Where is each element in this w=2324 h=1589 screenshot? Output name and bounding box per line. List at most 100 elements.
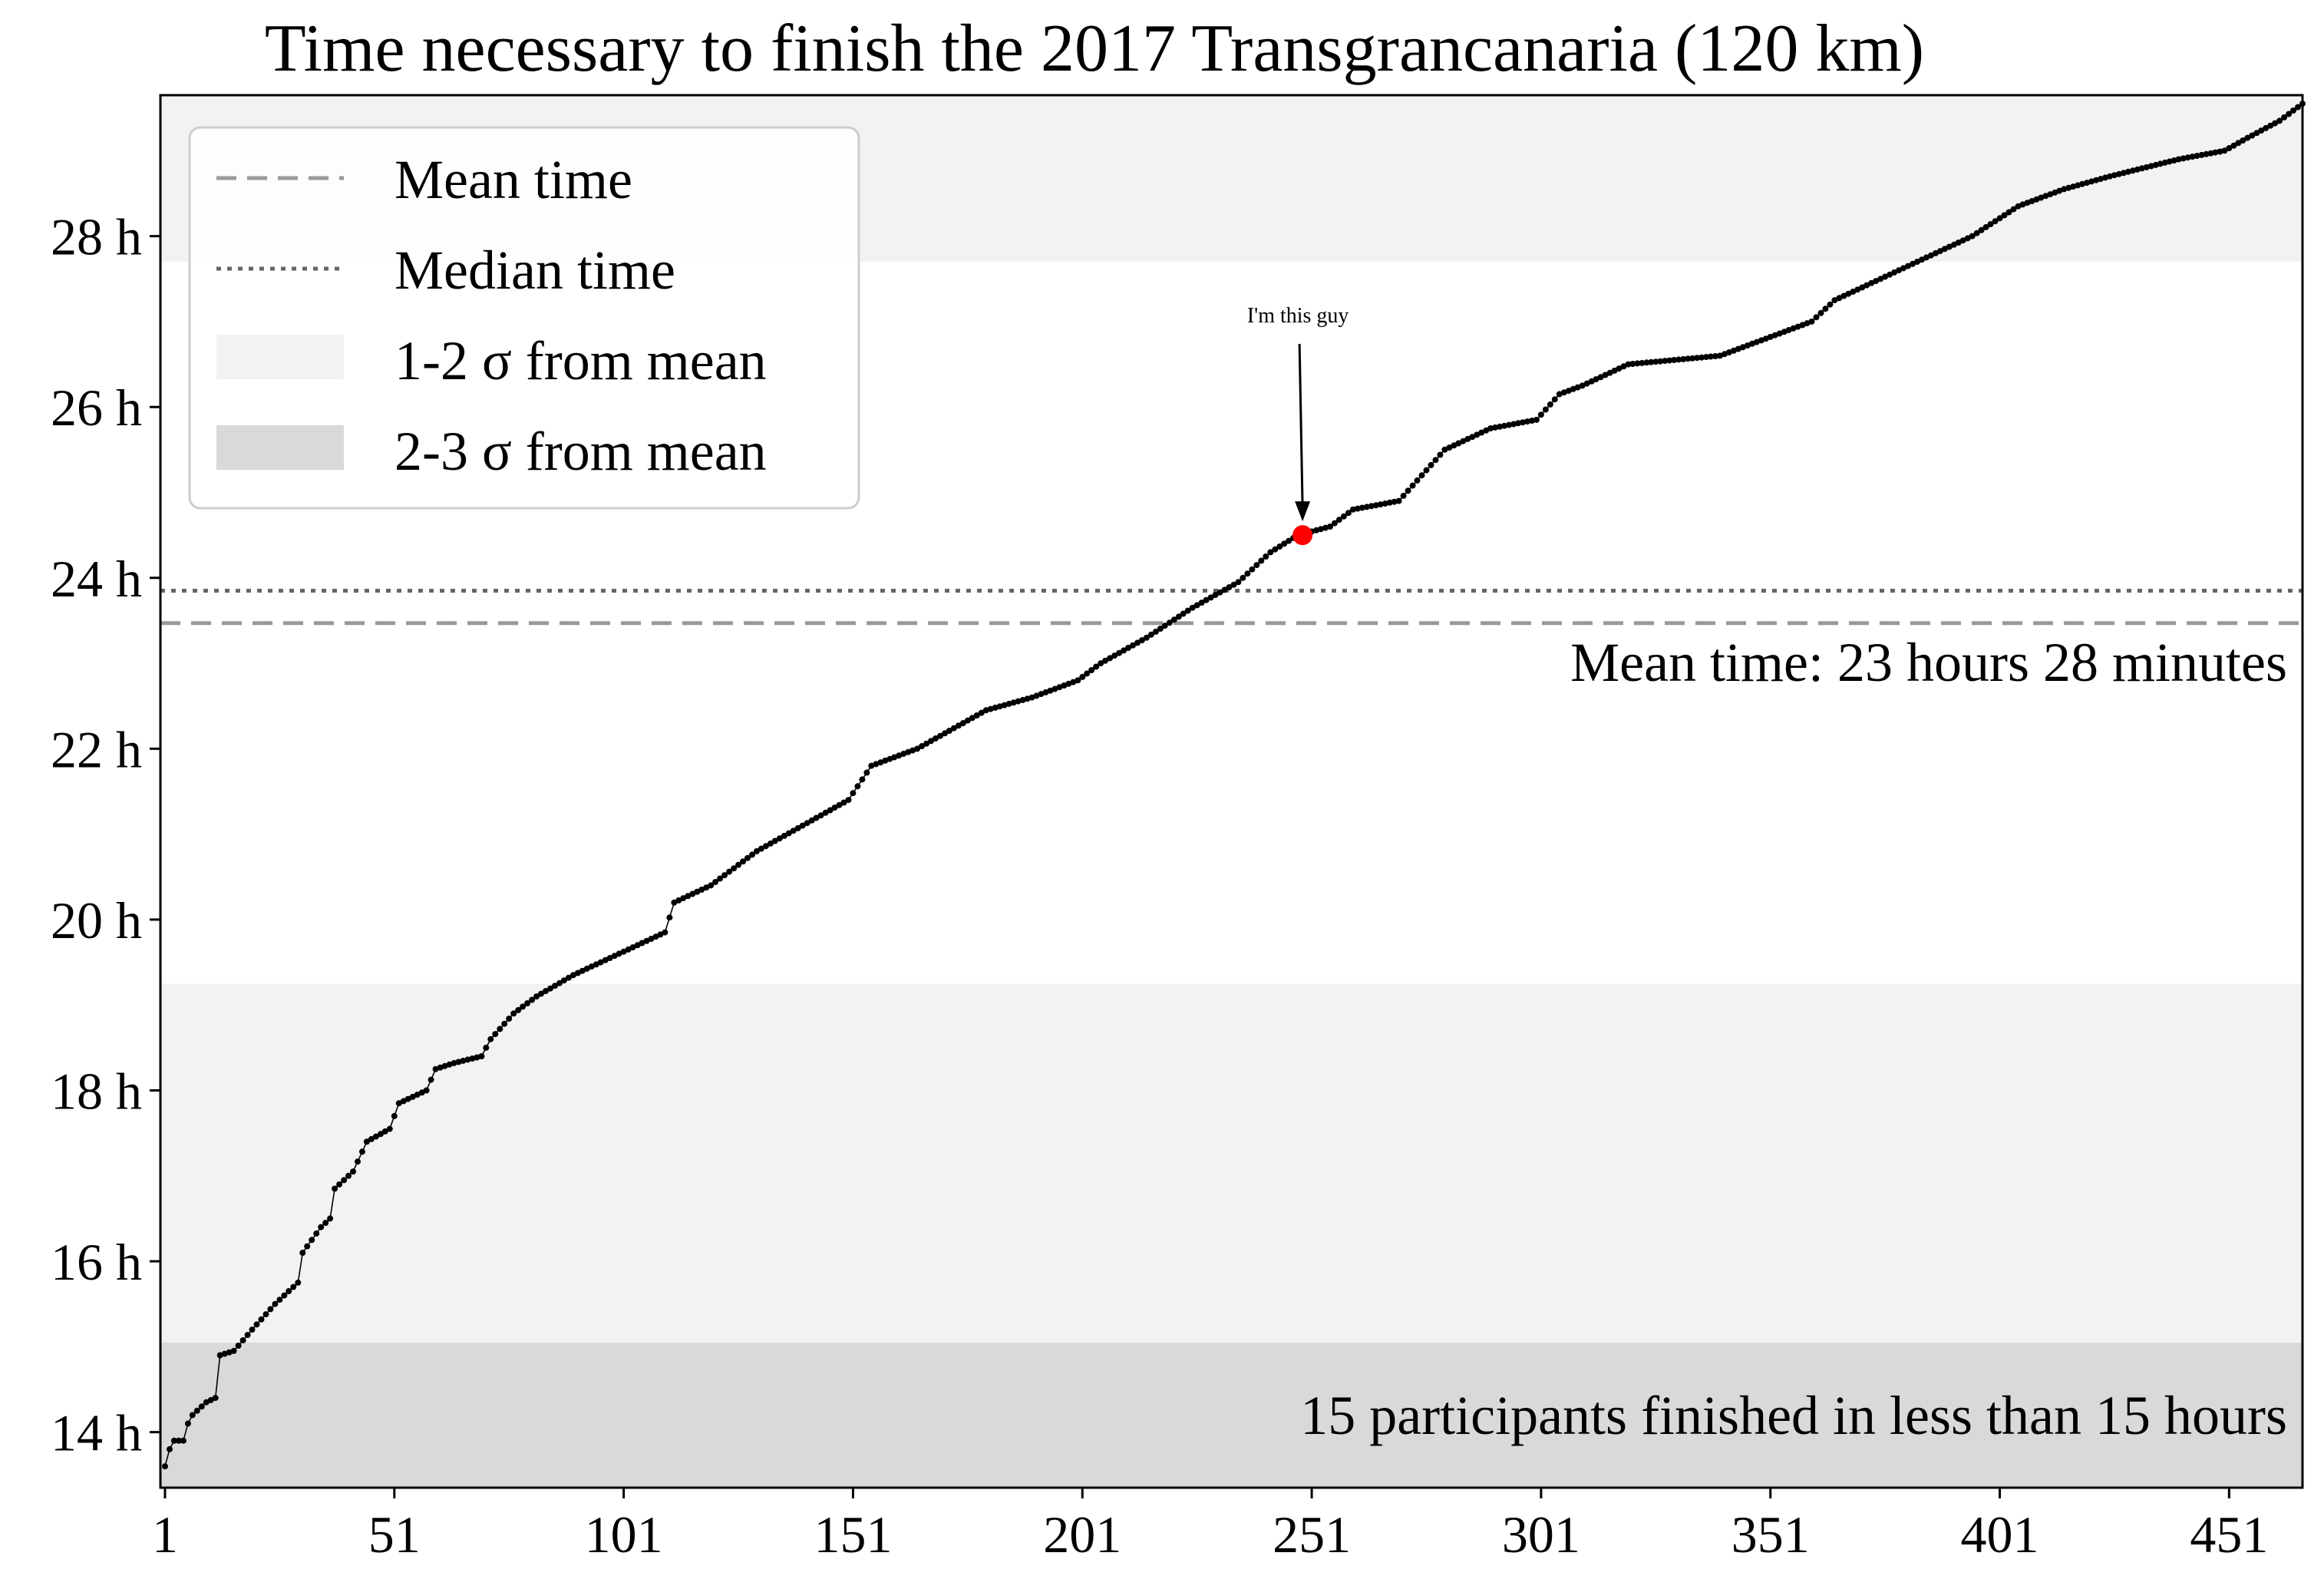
- series-point: [1198, 600, 1205, 606]
- series-point: [873, 761, 880, 768]
- series-point: [1547, 401, 1553, 408]
- series-point: [914, 745, 921, 752]
- series-point: [170, 1437, 177, 1444]
- series-point: [1593, 376, 1599, 382]
- series-point: [868, 762, 875, 769]
- series-point: [2235, 140, 2242, 147]
- series-point: [831, 804, 838, 811]
- series-point: [1611, 367, 1618, 374]
- series-point: [1602, 372, 1609, 378]
- series-point: [350, 1168, 356, 1175]
- series-point: [267, 1306, 274, 1313]
- series-point: [1441, 446, 1448, 453]
- series-point: [1249, 566, 1256, 573]
- series-point: [1015, 698, 1022, 705]
- series-point: [2198, 151, 2205, 158]
- series-point: [964, 717, 971, 724]
- series-point: [207, 1396, 214, 1403]
- series-point: [1730, 347, 1737, 354]
- series-point: [1863, 282, 1870, 289]
- series-point: [1776, 330, 1783, 337]
- series-point: [731, 865, 738, 872]
- series-point: [2124, 168, 2131, 175]
- series-point: [1520, 419, 1526, 426]
- series-point: [272, 1300, 279, 1307]
- x-tick-label: 1: [152, 1505, 178, 1564]
- x-tick-label: 301: [1502, 1505, 1580, 1564]
- series-point: [281, 1292, 288, 1299]
- series-point: [1423, 467, 1430, 474]
- series-point: [1121, 647, 1127, 654]
- series-point: [1051, 685, 1058, 692]
- series-point: [708, 882, 715, 889]
- series-point: [583, 965, 590, 972]
- series-point: [1139, 637, 1145, 643]
- series-point: [767, 840, 774, 847]
- series-point: [1409, 482, 1416, 489]
- series-point: [1657, 358, 1664, 365]
- series-point: [1533, 416, 1540, 423]
- series-point: [2098, 176, 2104, 183]
- series-point: [1184, 607, 1191, 614]
- series-point: [616, 950, 622, 957]
- series-point: [1161, 623, 1168, 629]
- series-point: [565, 974, 572, 981]
- series-point: [556, 979, 563, 986]
- legend-band-light-label: 1-2 σ from mean: [394, 330, 767, 391]
- series-point: [799, 822, 806, 829]
- series-point: [1506, 421, 1513, 428]
- series-point: [2088, 178, 2095, 185]
- y-tick-label: 28 h: [51, 208, 142, 266]
- legend: Mean time Median time 1-2 σ from mean 2-…: [188, 126, 860, 510]
- series-point: [946, 728, 952, 734]
- series-point: [973, 712, 980, 719]
- series-point: [1941, 246, 1948, 253]
- legend-median-label: Median time: [394, 240, 675, 301]
- series-point: [2207, 150, 2214, 157]
- series-point: [1982, 223, 1989, 230]
- series-point: [1515, 420, 1521, 427]
- series-point: [1363, 504, 1370, 510]
- series-point: [1024, 695, 1031, 702]
- series-point: [1193, 602, 1200, 609]
- series-point: [543, 988, 549, 995]
- series-point: [1648, 358, 1655, 365]
- series-point: [230, 1347, 237, 1354]
- series-point: [1542, 406, 1549, 413]
- series-point: [712, 879, 719, 885]
- series-point: [1735, 345, 1741, 352]
- series-point: [1147, 631, 1154, 638]
- series-point: [1088, 667, 1095, 673]
- series-point: [2157, 160, 2164, 167]
- series-point: [1748, 340, 1755, 347]
- series-point: [850, 790, 857, 797]
- series-point: [1327, 524, 1333, 530]
- series-point: [1973, 230, 1980, 236]
- series-point: [2120, 170, 2127, 177]
- series-point: [1226, 584, 1233, 590]
- series-point: [1932, 249, 1939, 256]
- series-point: [2272, 120, 2279, 127]
- series-point: [414, 1092, 421, 1098]
- series-point: [1244, 570, 1251, 577]
- series-point: [1836, 295, 1843, 302]
- legend-band-light-swatch: [216, 335, 344, 379]
- series-point: [1349, 506, 1356, 513]
- series-point: [2107, 173, 2113, 180]
- series-point: [2061, 186, 2068, 193]
- series-point: [363, 1138, 370, 1145]
- series-point: [776, 835, 783, 842]
- series-point: [478, 1053, 485, 1059]
- series-point: [840, 799, 847, 806]
- series-point: [262, 1311, 269, 1318]
- series-point: [1529, 418, 1535, 424]
- series-point: [1725, 349, 1732, 355]
- series-point: [919, 743, 926, 749]
- series-point: [1368, 503, 1375, 510]
- series-point: [882, 757, 889, 764]
- series-point: [1910, 260, 1916, 267]
- series-point: [552, 983, 558, 989]
- series-point: [2056, 187, 2063, 194]
- series-point: [817, 812, 824, 819]
- series-point: [276, 1297, 283, 1303]
